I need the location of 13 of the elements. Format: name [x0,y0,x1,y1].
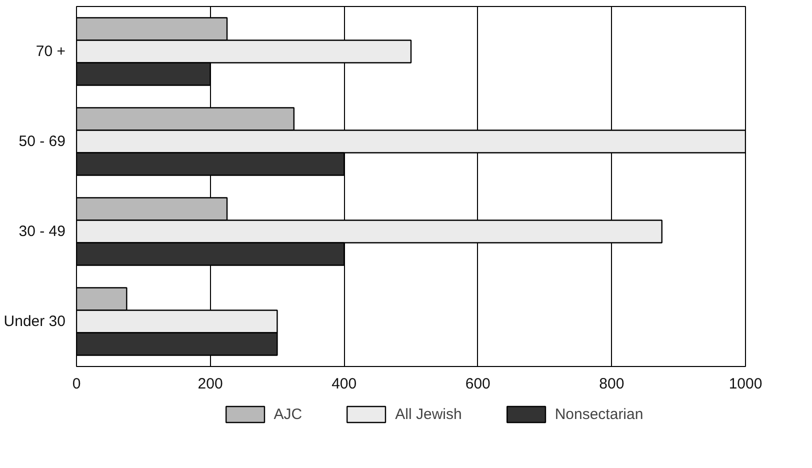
y-tick-label: 70 + [36,43,66,60]
y-tick-label: 30 - 49 [18,223,66,240]
x-tick-label: 0 [72,376,81,392]
x-tick-label: 400 [332,376,357,392]
legend-label: All Jewish [395,406,462,422]
y-tick-label: Under 30 [4,313,66,330]
legend-label: AJC [274,406,302,422]
legend-label: Nonsectarian [554,406,644,422]
x-tick-label: 800 [599,376,624,392]
x-tick-label: 200 [198,376,223,392]
x-tick-label: 1000 [728,376,762,392]
y-tick-label: 50 - 69 [18,133,66,150]
x-tick-label: 600 [465,376,490,392]
